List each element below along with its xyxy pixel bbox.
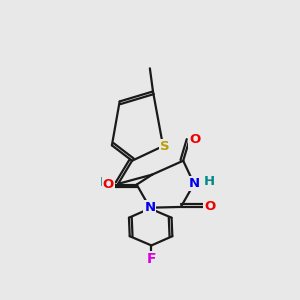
Text: O: O [204, 200, 216, 213]
Text: H: H [204, 175, 215, 188]
Text: O: O [189, 134, 200, 146]
Text: N: N [144, 201, 155, 214]
Text: H: H [100, 176, 111, 189]
Text: S: S [160, 140, 170, 153]
Text: O: O [103, 178, 114, 191]
Text: F: F [147, 252, 156, 266]
Text: N: N [188, 177, 200, 190]
